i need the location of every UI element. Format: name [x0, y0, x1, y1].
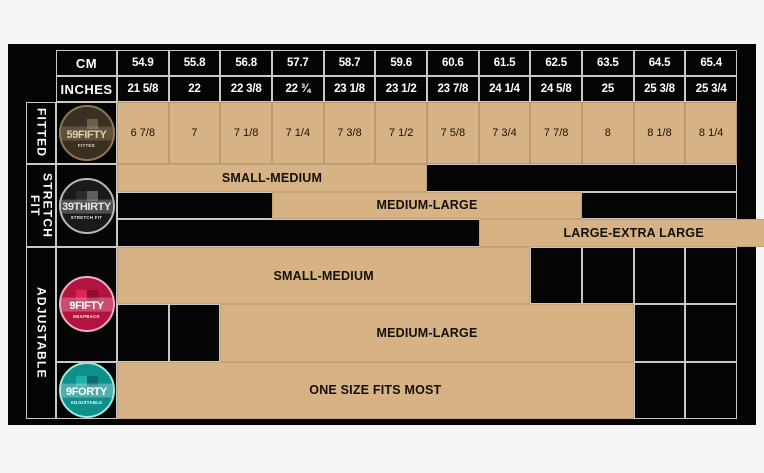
category-label-fitted: FITTED	[26, 102, 56, 164]
logo-cell-badge-9fifty: 9FIFTY SNAPBACK	[56, 247, 117, 362]
inches-cell: 25 3/4	[685, 76, 737, 102]
fitted-size-cell: 7 3/4	[478, 102, 531, 164]
badge-9forty: 9FORTY ADJUSTABLE	[58, 362, 115, 418]
cm-cell: 63.5	[582, 50, 634, 76]
badge-strap	[60, 126, 113, 141]
size-range-bar: MEDIUM-LARGE	[272, 191, 582, 220]
badge-name: 9FIFTY	[69, 299, 104, 312]
cm-cell: 64.5	[633, 50, 686, 76]
row-header-cm: CM	[56, 50, 117, 76]
inches-cell: 23 1/8	[323, 76, 376, 102]
fitted-size-cell: 8 1/8	[633, 102, 686, 164]
size-range-bar: ONE SIZE FITS MOST	[117, 361, 634, 419]
new-era-logo-icon	[75, 289, 98, 300]
logo-cell-badge-39thirty: 39THIRTY STRETCH FIT	[56, 164, 117, 247]
fitted-size-cell: 8 1/4	[685, 102, 737, 164]
size-range-bar: MEDIUM-LARGE	[220, 304, 634, 362]
badge-strap	[60, 383, 113, 398]
fitted-size-cell: 8	[582, 102, 634, 164]
fitted-size-cell: 7 1/4	[272, 102, 324, 164]
cm-cell: 56.8	[220, 50, 272, 76]
category-label-text: ADJUSTABLE	[34, 287, 49, 379]
size-range-bar: SMALL-MEDIUM	[117, 247, 531, 305]
adjustable-grid-cell	[582, 247, 634, 305]
new-era-logo-icon	[75, 375, 98, 386]
cm-cell: 65.4	[685, 50, 737, 76]
logo-cell-badge-59fifty: 59FIFTY FITTED	[56, 102, 117, 164]
category-label-adjustable: ADJUSTABLE	[26, 247, 56, 419]
badge-name: 9FORTY	[66, 385, 107, 398]
badge-subtitle: STRETCH FIT	[70, 215, 103, 220]
badge-name: 59FIFTY	[66, 128, 107, 141]
cm-cell: 62.5	[530, 50, 582, 76]
adjustable-grid-cell	[685, 247, 737, 305]
adjustable-grid-cell	[685, 304, 737, 362]
badge-39thirty: 39THIRTY STRETCH FIT	[58, 177, 115, 234]
inches-cell: 25	[582, 76, 634, 102]
inches-cell: 23 1/2	[375, 76, 427, 102]
cm-cell: 60.6	[427, 50, 479, 76]
category-label-stretch-fit: STRETCH FIT	[26, 164, 56, 247]
inches-cell: 21 5/8	[117, 76, 169, 102]
adjustable-grid-cell	[117, 304, 169, 362]
badge-strap	[60, 199, 113, 214]
inches-cell: 22 ¾	[272, 76, 324, 102]
cm-cell: 61.5	[478, 50, 531, 76]
adjustable-grid-cell	[633, 304, 686, 362]
badge-9fifty: 9FIFTY SNAPBACK	[58, 276, 115, 333]
inches-cell: 23 7/8	[427, 76, 479, 102]
adjustable-grid-cell	[530, 247, 582, 305]
fitted-size-cell: 7 1/8	[220, 102, 272, 164]
badge-59fifty: 59FIFTY FITTED	[58, 105, 115, 161]
cm-cell: 59.6	[375, 50, 427, 76]
inches-cell: 25 3/8	[633, 76, 686, 102]
fitted-size-cell: 7 1/2	[375, 102, 427, 164]
fitted-size-cell: 7 7/8	[530, 102, 582, 164]
new-era-logo-icon	[75, 191, 98, 201]
adjustable-grid-cell	[633, 247, 686, 305]
size-chart-grid: CM INCHES 54.9 21 5/8 6 7/8 55.8 22 7 56.8 22 3/8…	[8, 44, 764, 425]
logo-cell-badge-9forty: 9FORTY ADJUSTABLE	[56, 361, 117, 419]
fitted-size-cell: 7 5/8	[427, 102, 479, 164]
size-chart: CM INCHES 54.9 21 5/8 6 7/8 55.8 22 7 56.8 22 3/8…	[8, 44, 764, 425]
category-label-text: STRETCH FIT	[28, 172, 55, 239]
cm-cell: 58.7	[323, 50, 376, 76]
inches-cell: 22	[168, 76, 221, 102]
fitted-size-cell: 6 7/8	[117, 102, 169, 164]
inches-cell: 24 5/8	[530, 76, 582, 102]
cm-cell: 54.9	[117, 50, 169, 76]
badge-subtitle: ADJUSTABLE	[70, 399, 103, 405]
badge-strap	[60, 297, 113, 312]
badge-subtitle: FITTED	[77, 142, 96, 148]
badge-subtitle: SNAPBACK	[73, 313, 100, 319]
adjustable-grid-cell	[685, 361, 737, 419]
size-range-bar: SMALL-MEDIUM	[117, 164, 427, 192]
adjustable-grid-cell	[633, 361, 686, 419]
inches-cell: 24 1/4	[478, 76, 531, 102]
badge-name: 39THIRTY	[62, 201, 111, 213]
category-label-text: FITTED	[34, 108, 49, 158]
adjustable-grid-cell	[168, 304, 221, 362]
cm-cell: 55.8	[168, 50, 221, 76]
fitted-size-cell: 7 3/8	[323, 102, 376, 164]
new-era-logo-icon	[75, 118, 98, 129]
fitted-size-cell: 7	[168, 102, 221, 164]
size-range-bar: LARGE-EXTRA LARGE	[478, 219, 764, 247]
inches-cell: 22 3/8	[220, 76, 272, 102]
cm-cell: 57.7	[272, 50, 324, 76]
row-header-inches: INCHES	[56, 76, 117, 102]
